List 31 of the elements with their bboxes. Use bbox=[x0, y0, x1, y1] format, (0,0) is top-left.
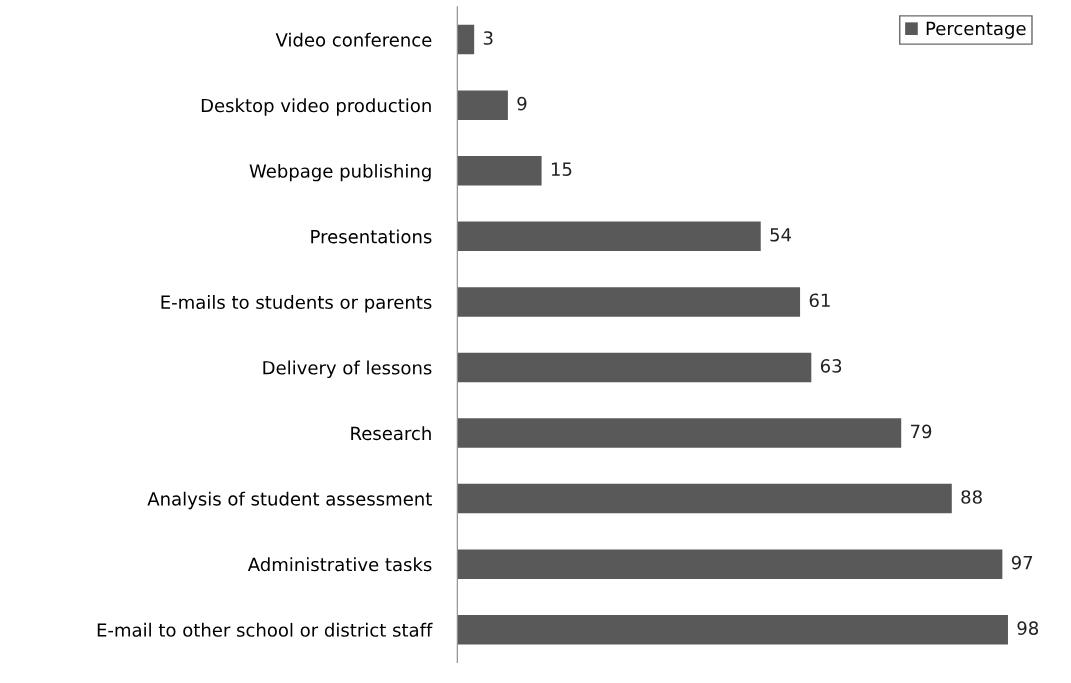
data-label: 61 bbox=[809, 293, 830, 308]
y-tick-label: Webpage publishing bbox=[249, 163, 431, 182]
y-tick-label: Research bbox=[351, 426, 431, 441]
legend-label: Percentage bbox=[926, 21, 1026, 39]
bar bbox=[457, 614, 1008, 645]
bar bbox=[457, 90, 508, 120]
bar bbox=[457, 483, 952, 514]
bar bbox=[457, 352, 812, 383]
bar bbox=[457, 418, 902, 448]
data-label: 15 bbox=[551, 162, 572, 176]
bar bbox=[457, 24, 475, 55]
data-label: 88 bbox=[961, 490, 982, 504]
data-label: 79 bbox=[911, 424, 932, 439]
y-tick-label: Analysis of student assessment bbox=[147, 491, 432, 510]
data-label: 54 bbox=[770, 228, 792, 242]
bar bbox=[457, 221, 761, 252]
y-tick-label: Desktop video production bbox=[201, 98, 431, 116]
data-label: 9 bbox=[517, 96, 527, 111]
y-tick-label: Delivery of lessons bbox=[263, 360, 432, 379]
bar bbox=[457, 156, 542, 186]
y-tick-label: Video conference bbox=[275, 32, 432, 47]
y-tick-label: E-mails to students or parents bbox=[161, 295, 432, 313]
y-tick-label: E-mail to other school or district staff bbox=[97, 622, 433, 637]
data-label: 97 bbox=[1011, 555, 1033, 570]
bar bbox=[457, 287, 801, 317]
data-label: 63 bbox=[820, 359, 842, 373]
y-tick-label: Presentations bbox=[311, 229, 432, 244]
y-tick-label: Administrative tasks bbox=[247, 557, 432, 572]
data-label: 3 bbox=[483, 31, 493, 45]
bar bbox=[457, 549, 1003, 579]
data-label: 98 bbox=[1017, 621, 1039, 635]
